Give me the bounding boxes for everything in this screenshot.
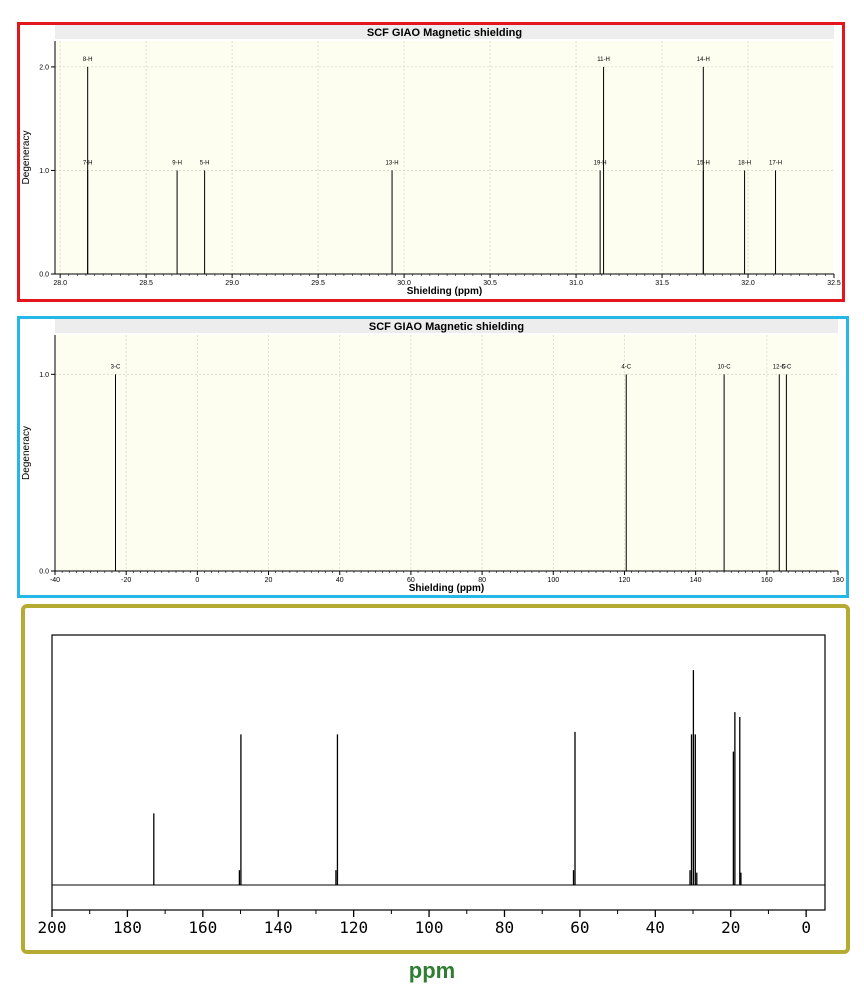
peak-label: 9-H bbox=[172, 160, 182, 166]
x-tick-label: 60 bbox=[407, 577, 415, 584]
peak-label: 8-H bbox=[83, 57, 93, 63]
x-tick-label: 31.5 bbox=[655, 280, 669, 287]
nmr-spectrum-chart: 200 180 160 140 120 100 80 60 40 20 0 bbox=[21, 604, 850, 954]
x-tick-label: 31.0 bbox=[569, 280, 583, 287]
peak-label: 18-H bbox=[738, 160, 751, 166]
x-tick-label: 100 bbox=[415, 918, 444, 937]
nmr-spectrum-svg: 200 180 160 140 120 100 80 60 40 20 0 bbox=[38, 634, 826, 937]
x-tick-label: 20 bbox=[265, 577, 273, 584]
x-tick-label: 180 bbox=[113, 918, 142, 937]
y-tick-label: 1.0 bbox=[39, 372, 49, 379]
y-tick-label: 2.0 bbox=[39, 64, 49, 71]
x-tick-label: 32.5 bbox=[827, 280, 841, 287]
x-tick-label: 100 bbox=[547, 577, 559, 584]
peak-label: 15-H bbox=[697, 160, 710, 166]
peak-label: 3-C bbox=[111, 364, 121, 370]
x-axis-title: Shielding (ppm) bbox=[409, 583, 485, 594]
x-tick-label: 60 bbox=[570, 918, 589, 937]
shielding-chart-hydrogen: SCF GIAO Magnetic shielding 28.0 28.5 29.0 2… bbox=[17, 22, 845, 302]
plot-area bbox=[55, 41, 834, 274]
x-tick-label: 40 bbox=[646, 918, 665, 937]
x-tick-label: 80 bbox=[495, 918, 514, 937]
x-tick-label: 120 bbox=[339, 918, 368, 937]
x-tick-label: 160 bbox=[188, 918, 217, 937]
peak-label: 5-H bbox=[200, 160, 210, 166]
x-tick-label: 80 bbox=[478, 577, 486, 584]
x-tick-label: 20 bbox=[721, 918, 740, 937]
y-tick-label: 0.0 bbox=[39, 569, 49, 576]
peak-label: 10-C bbox=[718, 364, 732, 370]
x-tick-label: 200 bbox=[38, 918, 67, 937]
x-tick-label: 29.0 bbox=[225, 280, 239, 287]
shielding-chart-carbon-svg: SCF GIAO Magnetic shielding -40 -20 0 20 40 60… bbox=[21, 319, 844, 594]
x-tick-label: 28.5 bbox=[139, 280, 153, 287]
title-bar bbox=[55, 25, 834, 39]
peak-label: 6-C bbox=[782, 364, 792, 370]
peak-label: 12-C bbox=[773, 364, 787, 370]
x-tick-label: 40 bbox=[336, 577, 344, 584]
x-tick-label: 28.0 bbox=[53, 280, 67, 287]
chart-title: SCF GIAO Magnetic shielding bbox=[367, 27, 522, 39]
ppm-axis-label: ppm bbox=[408, 958, 456, 983]
chart-title: SCF GIAO Magnetic shielding bbox=[369, 321, 524, 333]
x-tick-label: 180 bbox=[832, 577, 844, 584]
shielding-chart-hydrogen-svg: SCF GIAO Magnetic shielding 28.0 28.5 29.0 2… bbox=[21, 25, 841, 297]
x-tick-label: -20 bbox=[121, 577, 131, 584]
y-axis-title: Degeneracy bbox=[21, 426, 32, 480]
x-tick-label: 0 bbox=[801, 918, 811, 937]
x-tick-label: 140 bbox=[690, 577, 702, 584]
x-tick-label: 140 bbox=[264, 918, 293, 937]
x-tick-label: 30.0 bbox=[397, 280, 411, 287]
y-tick-label: 1.0 bbox=[39, 168, 49, 175]
title-bar bbox=[55, 319, 838, 333]
x-tick-label: -40 bbox=[50, 577, 60, 584]
peak-label: 13-H bbox=[386, 160, 399, 166]
peak-label: 17-H bbox=[769, 160, 782, 166]
x-tick-label: 32.0 bbox=[741, 280, 755, 287]
x-tick-label: 30.5 bbox=[483, 280, 497, 287]
y-axis-title: Degeneracy bbox=[21, 131, 32, 185]
peak-label: 14-H bbox=[697, 57, 710, 63]
plot-frame bbox=[51, 634, 826, 911]
x-tick-label: 0 bbox=[195, 577, 199, 584]
x-axis-title: Shielding (ppm) bbox=[407, 286, 483, 297]
x-tick-label: 120 bbox=[619, 577, 631, 584]
shielding-chart-carbon: SCF GIAO Magnetic shielding -40 -20 0 20 40 60… bbox=[17, 316, 849, 598]
peak-label: 11-H bbox=[597, 57, 610, 63]
y-tick-label: 0.0 bbox=[39, 272, 49, 279]
plot-area bbox=[55, 335, 838, 571]
peak-label: 7-H bbox=[83, 160, 93, 166]
peak-label: 4-C bbox=[621, 364, 631, 370]
x-tick-label: 29.5 bbox=[311, 280, 325, 287]
x-tick-label: 160 bbox=[761, 577, 773, 584]
peak-label: 19-H bbox=[594, 160, 607, 166]
